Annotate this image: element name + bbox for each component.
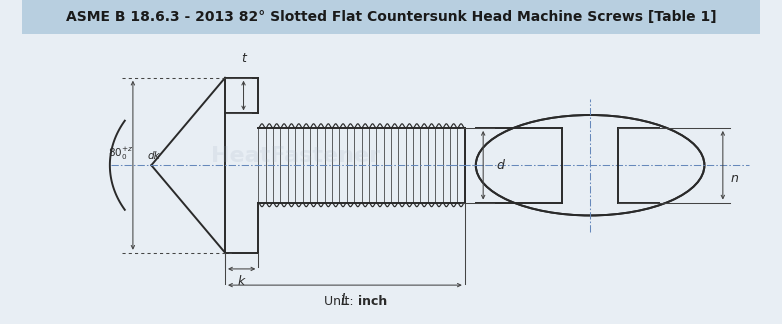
Text: $80^{+z}_{0}$: $80^{+z}_{0}$ xyxy=(108,146,133,162)
Text: Unit:: Unit: xyxy=(325,295,358,308)
Text: L: L xyxy=(341,293,349,308)
Text: dk: dk xyxy=(148,151,160,160)
FancyBboxPatch shape xyxy=(23,0,759,34)
Text: t: t xyxy=(241,52,246,65)
Bar xyxy=(562,128,618,202)
Text: n: n xyxy=(730,172,738,185)
Text: d: d xyxy=(497,159,504,172)
Text: k: k xyxy=(238,275,246,288)
Text: inch: inch xyxy=(358,295,387,308)
Text: ASME B 18.6.3 - 2013 82° Slotted Flat Countersunk Head Machine Screws [Table 1]: ASME B 18.6.3 - 2013 82° Slotted Flat Co… xyxy=(66,10,716,24)
Text: HeatFastener: HeatFastener xyxy=(210,145,380,166)
